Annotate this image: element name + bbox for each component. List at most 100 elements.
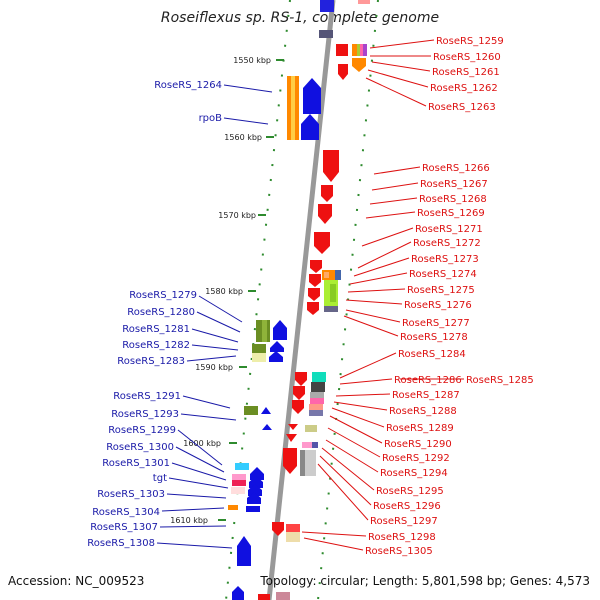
gene-label[interactable]: RoseRS_1278 (400, 332, 468, 343)
gene-label[interactable]: rpoB (199, 113, 223, 124)
gene-label[interactable]: RoseRS_1298 (368, 532, 436, 543)
gene-label[interactable]: RoseRS_1262 (430, 83, 498, 94)
gene-label[interactable]: RoseRS_1282 (122, 340, 190, 351)
gene-arrow (323, 150, 339, 182)
gene-label[interactable]: RoseRS_1275 (407, 285, 475, 296)
gene-label[interactable]: RoseRS_1305 (365, 546, 433, 557)
label-connector (159, 525, 227, 528)
label-connector (365, 77, 427, 107)
gene-label[interactable]: RoseRS_1291 (113, 391, 181, 402)
label-connector (369, 39, 435, 49)
gene-label[interactable]: RoseRS_1280 (127, 307, 195, 318)
label-connector (367, 69, 429, 88)
label-connectors (156, 39, 464, 551)
gene-arrow (286, 434, 297, 442)
gene-label[interactable]: RoseRS_1295 (376, 486, 444, 497)
label-connector (371, 61, 431, 72)
gene-block (312, 442, 318, 448)
gene-label[interactable]: RoseRS_1268 (419, 194, 487, 205)
gene-label[interactable]: RoseRS_1279 (129, 290, 197, 301)
gene-block (311, 382, 325, 392)
gene-group-rpob (287, 76, 321, 140)
gene-label[interactable]: RoseRS_1304 (92, 507, 160, 518)
gene-arrow (247, 492, 261, 504)
gene-group-1266 (314, 150, 339, 254)
gene-label[interactable]: RoseRS_1290 (384, 439, 452, 450)
gene-label[interactable]: RoseRS_1286 (394, 375, 462, 386)
label-connector (223, 84, 273, 93)
left-gene-labels: RoseRS_1264 rpoB RoseRS_1279 RoseRS_1280… (87, 80, 222, 549)
gene-label[interactable]: RoseRS_1266 (422, 163, 490, 174)
gene-block (252, 353, 266, 362)
gene-label[interactable]: RoseRS_1294 (380, 468, 448, 479)
gene-arrow (309, 274, 321, 287)
gene-block (276, 592, 290, 600)
gene-label[interactable]: RoseRS_1296 (373, 501, 441, 512)
gene-label[interactable]: RoseRS_1281 (122, 324, 190, 335)
gene-label[interactable]: RoseRS_1264 (154, 80, 222, 91)
gene-group-1291 (244, 406, 272, 430)
gene-label[interactable]: RoseRS_1260 (433, 52, 501, 63)
gene-label[interactable]: RoseRS_1307 (90, 522, 158, 533)
gene-arrow (310, 260, 322, 273)
gene-label[interactable]: RoseRS_1263 (428, 102, 496, 113)
gene-label[interactable]: RoseRS_1308 (87, 538, 155, 549)
label-connector (319, 455, 372, 506)
label-connector (349, 272, 408, 285)
label-connector (343, 315, 399, 337)
gene-block (336, 44, 348, 56)
scale-label: 1580 kbp (205, 287, 243, 296)
gene-label[interactable]: RoseRS_1293 (111, 409, 179, 420)
gene-label[interactable]: RoseRS_1288 (389, 406, 457, 417)
gene-block (300, 450, 305, 476)
gene-label[interactable]: RoseRS_1272 (413, 238, 481, 249)
gene-label[interactable]: RoseRS_1276 (404, 300, 472, 311)
gene-label[interactable]: RoseRS_1259 (436, 36, 504, 47)
label-connector (365, 211, 416, 219)
gene-label[interactable]: RoseRS_1274 (409, 269, 477, 280)
gene-label[interactable]: RoseRS_1283 (117, 356, 185, 367)
label-connector (182, 395, 231, 409)
gene-label[interactable]: RoseRS_1261 (432, 67, 500, 78)
gene-arrow (262, 424, 272, 430)
gene-group-1284 (292, 372, 326, 416)
label-connector (303, 537, 364, 551)
gene-label[interactable]: RoseRS_1269 (417, 208, 485, 219)
gene-label[interactable]: RoseRS_1277 (402, 318, 470, 329)
gene-arrow (292, 400, 304, 414)
gene-label[interactable]: RoseRS_1292 (382, 453, 450, 464)
gene-label[interactable]: RoseRS_1287 (392, 390, 460, 401)
label-connector (161, 507, 225, 512)
label-connector (357, 241, 412, 269)
gene-label[interactable]: tgt (153, 473, 167, 484)
gene-block (363, 44, 367, 56)
label-connector (177, 429, 223, 466)
gene-label[interactable]: RoseRS_1303 (97, 489, 165, 500)
gene-arrow (283, 448, 297, 474)
gene-label[interactable]: RoseRS_1289 (386, 423, 454, 434)
gene-label[interactable]: RoseRS_1267 (420, 179, 488, 190)
gene-block (231, 487, 245, 494)
scale-label: 1590 kbp (195, 363, 233, 372)
gene-label[interactable]: RoseRS_1300 (106, 442, 174, 453)
gene-group-1307 (232, 536, 290, 600)
gene-label[interactable]: RoseRS_1301 (102, 458, 170, 469)
label-connector (333, 401, 388, 411)
gene-block (232, 480, 246, 486)
gene-arrow (338, 64, 348, 80)
gene-label[interactable]: RoseRS_1273 (411, 254, 479, 265)
gene-block (244, 406, 258, 415)
scale-label: 1560 kbp (224, 133, 262, 142)
gene-label[interactable]: RoseRS_1284 (398, 349, 466, 360)
label-connector (191, 344, 239, 351)
gene-label[interactable]: RoseRS_1285 (466, 375, 534, 386)
gene-block (232, 474, 246, 480)
gene-label[interactable]: RoseRS_1271 (415, 224, 483, 235)
label-connector (345, 309, 401, 323)
label-connector (191, 328, 239, 343)
scale-label: 1570 kbp (218, 211, 256, 220)
gene-label[interactable]: RoseRS_1299 (108, 425, 176, 436)
label-connector (325, 439, 379, 473)
outer-left-track (225, 0, 291, 600)
gene-label[interactable]: RoseRS_1297 (370, 516, 438, 527)
